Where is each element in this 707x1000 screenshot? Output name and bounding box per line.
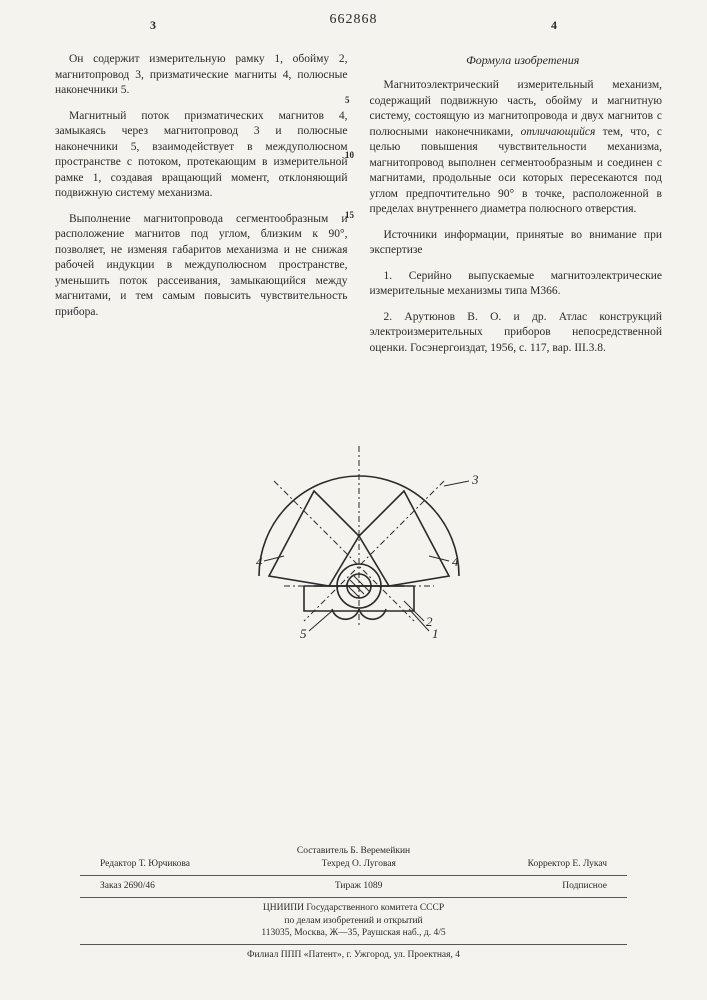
podpisnoe: Подписное: [562, 880, 607, 893]
left-column: Он содержит измерительную рамку 1, обойм…: [55, 52, 348, 366]
page-number-right: 4: [551, 18, 557, 33]
fig-label-5: 5: [300, 626, 307, 641]
divider-3: [80, 944, 627, 945]
right-p1: Магнитоэлектрический измерительный механ…: [370, 78, 663, 218]
org-line-2: по делам изобретений и открытий: [0, 915, 707, 928]
org-line-1: ЦНИИПИ Государственного комитета СССР: [0, 902, 707, 915]
right-column: Формула изобретения Магнитоэлектрический…: [370, 52, 663, 366]
corrector: Корректор Е. Лукач: [528, 858, 607, 871]
figure-container: 3 4 4 2 1 5: [55, 426, 662, 646]
line-mark-15: 15: [345, 210, 354, 220]
divider-1: [80, 875, 627, 876]
two-column-text: Он содержит измерительную рамку 1, обойм…: [55, 52, 662, 366]
imprint-footer: Составитель Б. Веремейкин Редактор Т. Юр…: [0, 845, 707, 962]
print-row: Заказ 2690/46 Тираж 1089 Подписное: [0, 880, 707, 893]
patent-page: 3 662868 4 Он содержит измерительную рам…: [0, 0, 707, 1000]
claim-body: тем, что, с целью повышения чувствительн…: [370, 126, 663, 216]
document-number: 662868: [330, 12, 378, 28]
line-mark-5: 5: [345, 95, 350, 105]
right-p3: 1. Серийно выпускаемые магнитоэлектричес…: [370, 269, 663, 300]
left-p1: Он содержит измерительную рамку 1, обойм…: [55, 52, 348, 99]
addr-line-2: Филиал ППП «Патент», г. Ужгород, ул. Про…: [0, 949, 707, 962]
compiler-label: Составитель: [297, 846, 350, 856]
addr-line-1: 113035, Москва, Ж—35, Раушская наб., д. …: [0, 927, 707, 940]
compiler-name: Б. Веремейкин: [350, 846, 410, 856]
divider-2: [80, 897, 627, 898]
editor: Редактор Т. Юрчикова: [100, 858, 190, 871]
mechanism-figure: 3 4 4 2 1 5: [214, 426, 504, 646]
compiler-line: Составитель Б. Веремейкин: [0, 845, 707, 858]
tech-editor: Техред О. Луговая: [322, 858, 396, 871]
fig-label-1: 1: [432, 626, 439, 641]
tirazh: Тираж 1089: [335, 880, 383, 893]
line-mark-10: 10: [345, 150, 354, 160]
fig-label-4-left: 4: [256, 554, 263, 569]
formula-title: Формула изобретения: [370, 52, 663, 68]
left-p3: Выполнение магнитопровода сегментообразн…: [55, 212, 348, 321]
page-number-left: 3: [150, 18, 156, 33]
left-p2: Магнитный поток призматических магнитов …: [55, 109, 348, 202]
credits-row: Редактор Т. Юрчикова Техред О. Луговая К…: [0, 858, 707, 871]
right-p2: Источники информации, принятые во вниман…: [370, 228, 663, 259]
fig-label-3: 3: [471, 472, 479, 487]
right-p4: 2. Арутюнов В. О. и др. Атлас конструкци…: [370, 310, 663, 357]
fig-label-4-right: 4: [452, 554, 459, 569]
claim-distinguishing: отличающийся: [521, 126, 596, 138]
order: Заказ 2690/46: [100, 880, 155, 893]
